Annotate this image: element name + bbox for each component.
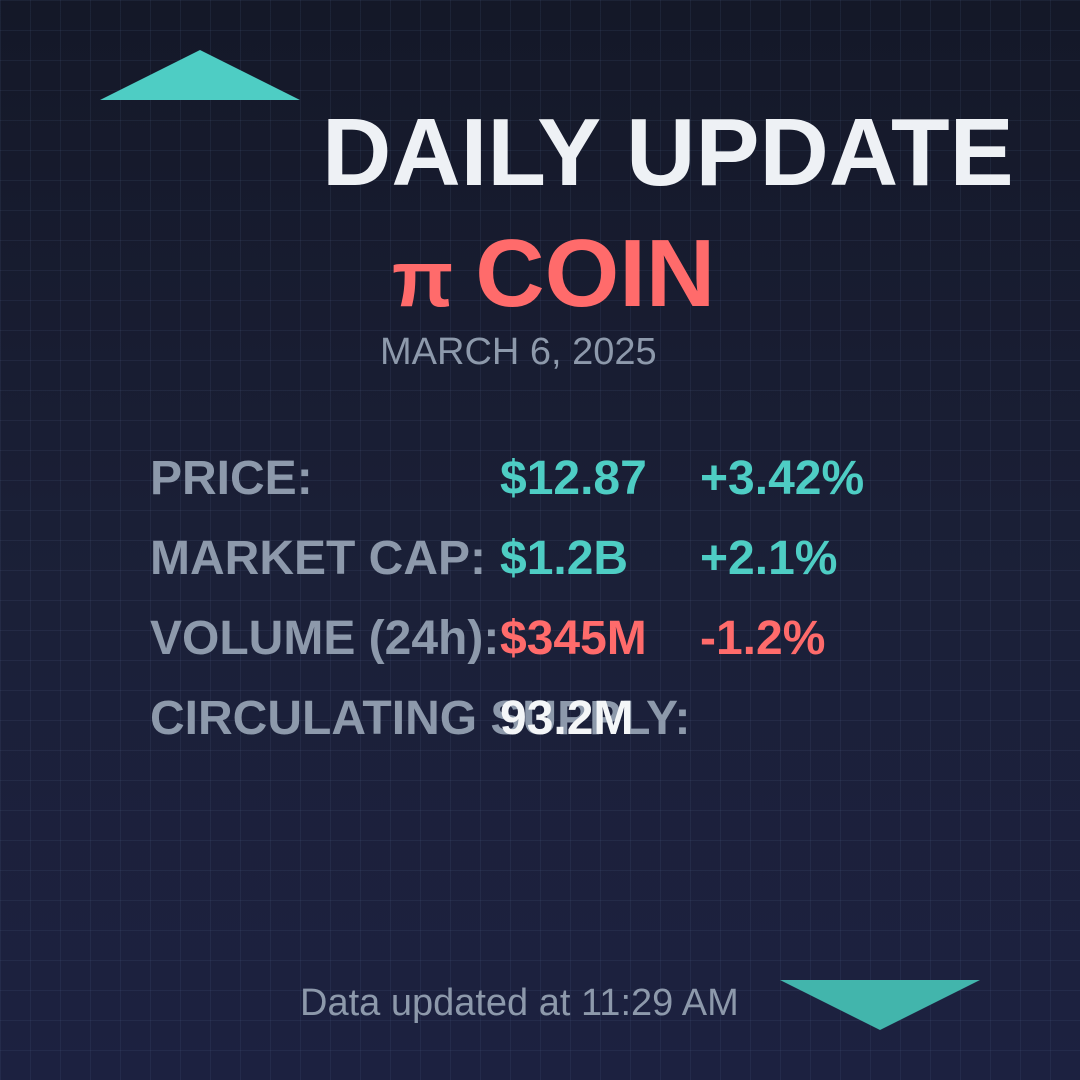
coin-symbol: π <box>392 234 454 323</box>
market-cap-label: MARKET CAP: <box>150 532 486 585</box>
market-cap-change: +2.1% <box>700 532 838 585</box>
triangle-down-icon <box>780 980 980 1030</box>
volume-change: -1.2% <box>700 612 826 665</box>
updated-timestamp: Data updated at 11:29 AM <box>300 982 739 1024</box>
circulating-supply-value: 93.2M <box>500 692 634 745</box>
market-cap-value: $1.2B <box>500 532 629 585</box>
price-label: PRICE: <box>150 452 313 505</box>
volume-label: VOLUME (24h): <box>150 612 500 665</box>
price-change: +3.42% <box>700 452 865 505</box>
coin-name: COIN <box>475 220 716 327</box>
page-title: DAILY UPDATE <box>322 99 1014 206</box>
volume-value: $345M <box>500 612 647 665</box>
circulating-supply-label: CIRCULATING SUPPLY: <box>150 692 691 745</box>
coin-heading: π COIN <box>392 226 715 322</box>
report-date: MARCH 6, 2025 <box>380 331 657 373</box>
triangle-up-icon <box>100 50 300 100</box>
price-value: $12.87 <box>500 452 647 505</box>
